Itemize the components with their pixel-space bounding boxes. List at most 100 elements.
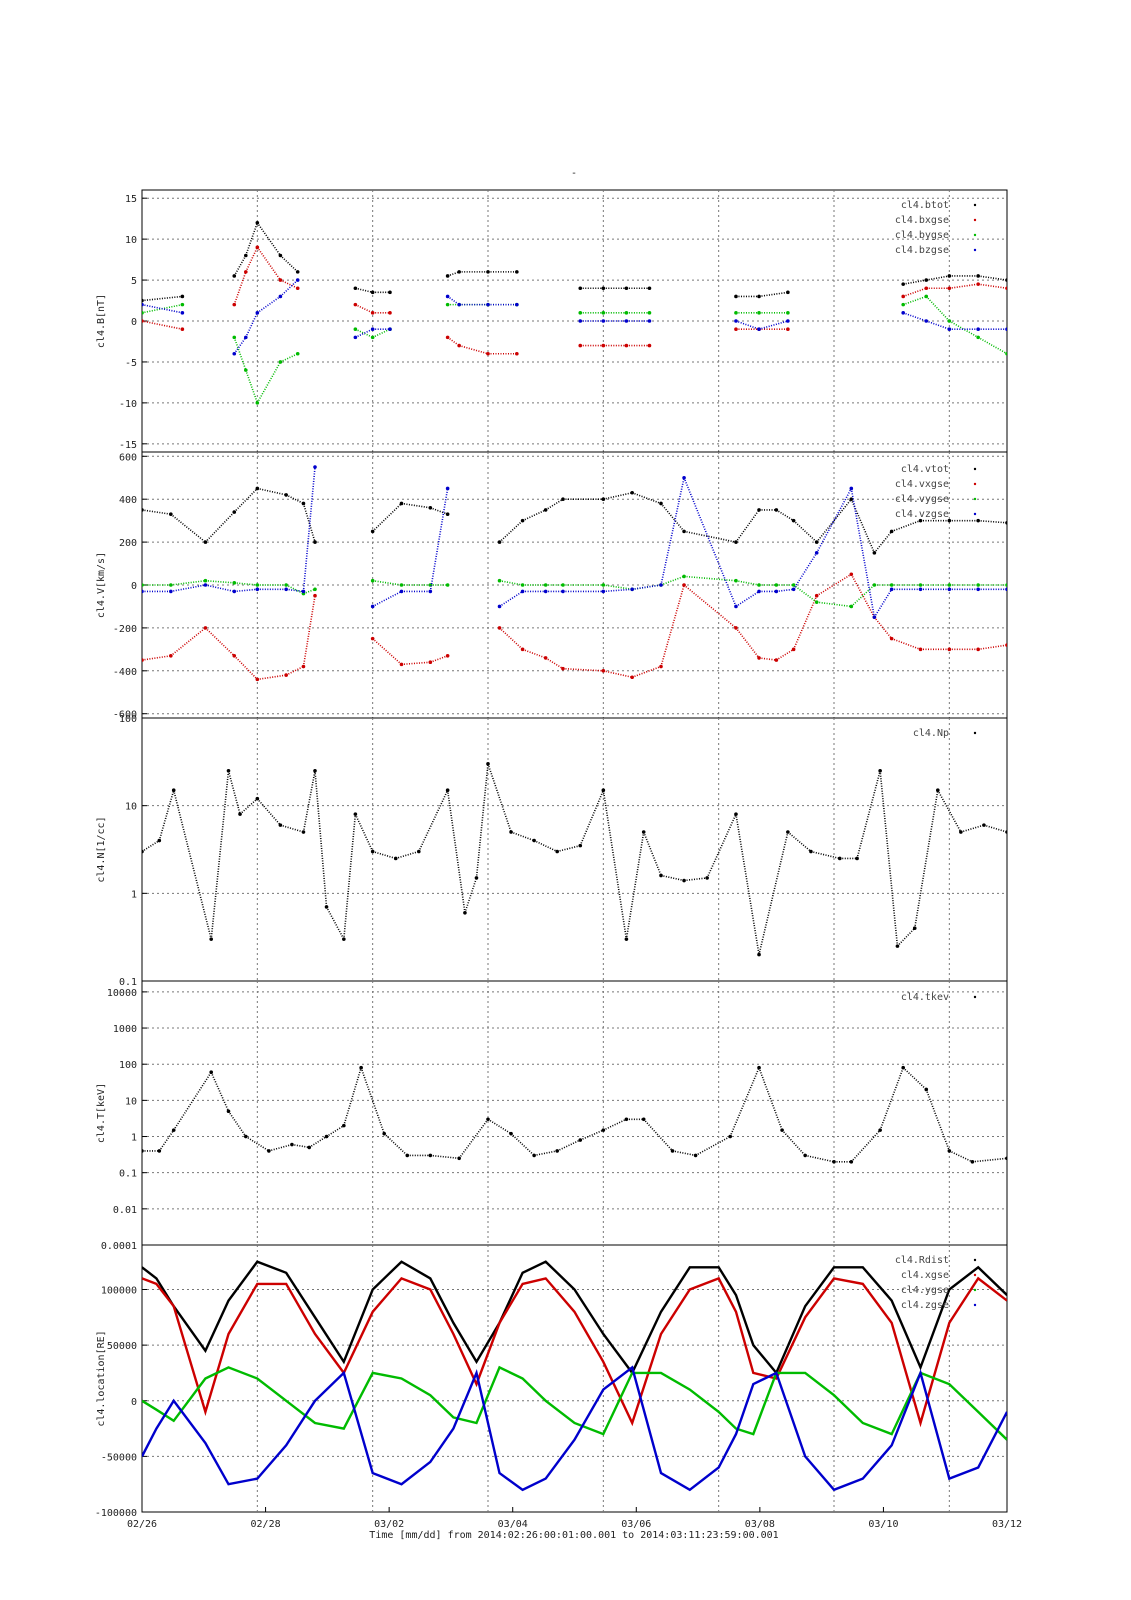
data-trace bbox=[896, 927, 916, 947]
data-point bbox=[1005, 286, 1007, 291]
data-trace bbox=[735, 320, 760, 330]
data-trace bbox=[285, 494, 304, 505]
data-trace bbox=[372, 590, 402, 608]
data-point bbox=[313, 587, 317, 592]
y-tick-label: -15 bbox=[119, 440, 137, 451]
y-tick-label: 0.01 bbox=[113, 1205, 137, 1216]
data-trace bbox=[815, 488, 853, 554]
legend-marker bbox=[973, 512, 977, 516]
legend-label: cl4.Rdist bbox=[895, 1255, 949, 1266]
y-tick-label: -400 bbox=[113, 667, 137, 678]
data-trace bbox=[775, 648, 795, 661]
data-trace bbox=[245, 312, 259, 338]
data-trace bbox=[776, 588, 794, 593]
y-tick-label: 0 bbox=[131, 1397, 137, 1408]
data-trace bbox=[487, 763, 512, 833]
data-trace bbox=[233, 337, 247, 371]
data-point bbox=[388, 327, 392, 331]
data-trace bbox=[850, 1129, 881, 1163]
legend-label: cl4.ygse bbox=[901, 1285, 949, 1296]
legend-label: cl4.Np bbox=[913, 728, 949, 739]
data-trace bbox=[204, 511, 235, 543]
data-trace bbox=[850, 584, 875, 608]
y-tick-label: 200 bbox=[119, 538, 137, 549]
y-tick-label: -100000 bbox=[95, 1508, 137, 1519]
data-trace bbox=[873, 530, 893, 554]
data-trace bbox=[545, 657, 564, 670]
y-axis-label: cl4.location[RE] bbox=[96, 1330, 107, 1426]
data-trace bbox=[660, 477, 685, 586]
y-tick-label: -5 bbox=[125, 358, 137, 369]
data-trace bbox=[280, 353, 299, 363]
data-trace bbox=[372, 328, 391, 339]
series-cl4.vygse bbox=[142, 574, 1007, 609]
panel-group: 151050-5-10-15cl4.B[nT]cl4.btotcl4.bxgse… bbox=[95, 189, 1008, 1519]
data-point bbox=[180, 311, 185, 315]
legend-label: cl4.vygse bbox=[895, 494, 949, 505]
series-cl4.vtot bbox=[142, 486, 1007, 555]
data-point bbox=[382, 1131, 387, 1136]
data-point bbox=[1005, 830, 1007, 834]
data-point bbox=[1005, 278, 1007, 282]
y-tick-label: 100000 bbox=[101, 1286, 137, 1297]
data-trace bbox=[510, 1133, 535, 1157]
data-point bbox=[1005, 520, 1007, 525]
data-trace bbox=[816, 601, 852, 608]
data-trace bbox=[204, 627, 235, 657]
series-cl4.Np bbox=[142, 762, 1007, 957]
data-point bbox=[786, 327, 790, 331]
data-trace bbox=[256, 361, 282, 404]
data-point bbox=[295, 270, 300, 274]
data-trace bbox=[873, 588, 893, 618]
legend-marker bbox=[973, 1303, 977, 1307]
legend-label: cl4.vzgse bbox=[895, 509, 949, 520]
data-trace bbox=[245, 222, 259, 256]
data-trace bbox=[458, 1118, 489, 1159]
data-trace bbox=[902, 287, 927, 298]
data-trace bbox=[643, 1118, 674, 1152]
y-tick-label: 100 bbox=[119, 714, 137, 725]
data-trace bbox=[625, 831, 645, 940]
data-point bbox=[445, 583, 450, 587]
legend-marker bbox=[973, 1273, 977, 1277]
data-trace bbox=[302, 770, 316, 833]
y-tick-label: 10000 bbox=[107, 988, 137, 999]
data-trace bbox=[948, 1150, 973, 1163]
panel-B: 15 10 5 0 -5 -10 -15 cl4.B[nT] cl4.btot cl4.bxgse… bbox=[96, 189, 1008, 453]
data-trace bbox=[430, 507, 448, 515]
panel-T: 10000 1000 100 10 1 0.1 0.01 0.0001 cl4.T[keV] cl… bbox=[96, 980, 1008, 1252]
legend-marker bbox=[973, 497, 977, 501]
legend-label: cl4.tkev bbox=[901, 992, 949, 1003]
data-trace bbox=[302, 466, 316, 592]
x-tick-label: 02/26 bbox=[127, 1519, 157, 1530]
series-cl4.zgse bbox=[142, 1365, 1007, 1492]
y-tick-label: 0.1 bbox=[119, 977, 137, 988]
data-trace bbox=[210, 770, 230, 940]
data-point bbox=[388, 311, 392, 315]
data-trace bbox=[735, 590, 760, 608]
y-tick-label: 1 bbox=[131, 889, 137, 900]
legend-label: cl4.xgse bbox=[901, 1270, 949, 1281]
data-trace bbox=[256, 222, 282, 256]
legend-marker bbox=[973, 467, 977, 471]
data-trace bbox=[302, 595, 316, 667]
data-trace bbox=[522, 509, 547, 522]
data-trace bbox=[308, 1135, 327, 1149]
data-trace bbox=[758, 1067, 783, 1131]
panel-location: 100000 50000 0 -50000 -100000 cl4.location[RE… bbox=[95, 1244, 1008, 1519]
data-trace bbox=[695, 1135, 731, 1157]
legend-marker bbox=[973, 995, 977, 999]
data-trace bbox=[545, 498, 564, 511]
y-tick-label: -10 bbox=[119, 399, 137, 410]
legend-marker bbox=[973, 1258, 977, 1262]
data-trace bbox=[706, 813, 737, 879]
y-tick-label: 10 bbox=[125, 1096, 137, 1107]
data-point bbox=[647, 311, 652, 315]
data-trace bbox=[475, 763, 489, 878]
data-point bbox=[313, 465, 317, 469]
x-tick-label: 03/12 bbox=[992, 1519, 1022, 1530]
data-point bbox=[180, 302, 185, 307]
data-trace bbox=[314, 770, 328, 907]
data-trace bbox=[533, 839, 558, 853]
data-point bbox=[924, 1087, 929, 1092]
